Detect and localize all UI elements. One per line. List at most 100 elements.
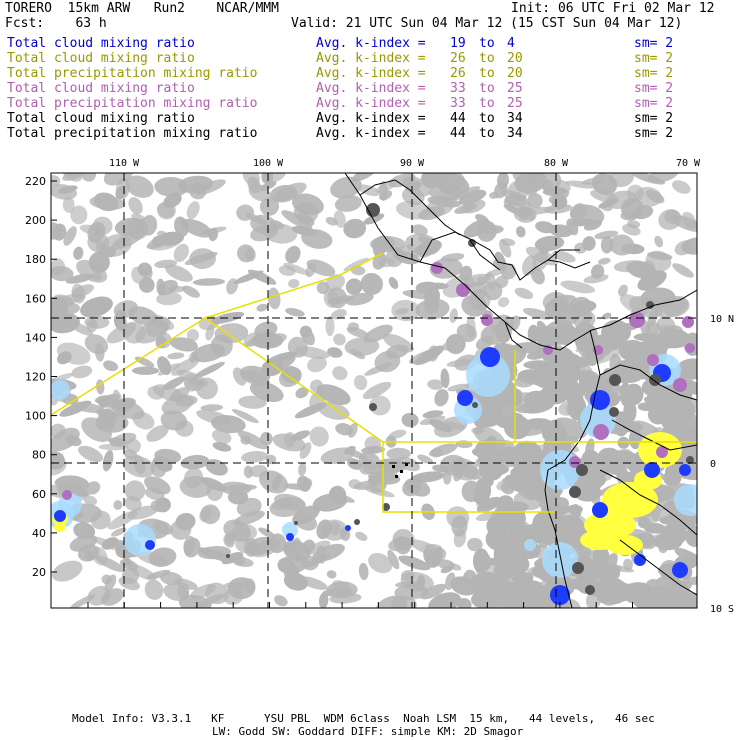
- cloud-blob: [307, 356, 327, 373]
- cloud-blob: [65, 435, 82, 447]
- cloud-blob: [622, 224, 641, 236]
- dark-core: [472, 402, 478, 408]
- cloud-blob: [156, 278, 166, 296]
- legend-smoothing: sm= 2: [634, 126, 674, 141]
- legend-smoothing: sm= 2: [634, 66, 674, 81]
- cloud-blob: [305, 262, 317, 278]
- cloud-blob: [501, 581, 528, 596]
- legend-to: to: [479, 126, 495, 141]
- cloud-blob: [295, 387, 309, 399]
- cloud-blob: [272, 474, 282, 491]
- cloud-blob: [81, 173, 97, 182]
- cloud-blob: [156, 202, 175, 219]
- purple-area: [62, 490, 72, 500]
- legend-to-value: 25: [507, 96, 523, 111]
- cloud-blob: [274, 595, 288, 607]
- purple-area: [673, 378, 687, 392]
- dark-core: [609, 374, 621, 386]
- cloud-blob: [331, 309, 347, 320]
- cloud-blob: [247, 176, 261, 194]
- cloud-blob: [184, 377, 205, 391]
- cloud-blob: [321, 519, 348, 541]
- cloud-blob: [467, 537, 483, 552]
- blue-area: [679, 464, 691, 476]
- cloud-blob: [368, 552, 393, 574]
- cloud-blob: [285, 245, 301, 264]
- legend-to: to: [479, 96, 495, 111]
- cloud-blob: [102, 450, 114, 472]
- cloud-blob: [286, 569, 301, 587]
- light-blue-area: [51, 380, 70, 400]
- legend-index-label: Avg. k-index =: [316, 96, 426, 111]
- cloud-blob: [364, 436, 381, 453]
- cloud-blob: [348, 479, 362, 490]
- cloud-blob: [355, 531, 368, 541]
- cloud-blob: [597, 447, 622, 470]
- cloud-blob: [272, 433, 306, 452]
- y-tick-label: 60: [32, 488, 46, 501]
- cloud-blob: [417, 454, 434, 465]
- cloud-blob: [527, 324, 540, 343]
- cloud-blob: [243, 465, 254, 479]
- legend-to: to: [479, 36, 495, 51]
- cloud-blob: [51, 451, 65, 470]
- light-blue-area: [124, 524, 156, 556]
- cloud-blob: [277, 557, 294, 574]
- cloud-blob: [619, 294, 650, 315]
- nested-domain-boundary: [51, 252, 384, 416]
- cloud-blob: [333, 210, 346, 228]
- cloud-blob: [165, 264, 193, 282]
- cloud-blob: [298, 462, 307, 477]
- cloud-blob: [499, 239, 512, 258]
- cloud-blob: [633, 332, 666, 342]
- cloud-blob: [244, 578, 256, 593]
- cloud-blob: [285, 307, 305, 317]
- cloud-blob: [258, 527, 276, 539]
- purple-area: [685, 343, 695, 353]
- y-tick-label: 140: [25, 331, 46, 344]
- cloud-blob: [294, 512, 318, 531]
- cloud-blob: [71, 484, 80, 492]
- cloud-blob: [55, 302, 80, 316]
- light-blue-area: [674, 484, 697, 516]
- cloud-blob: [620, 211, 638, 221]
- dark-core: [686, 456, 694, 464]
- cloud-blob: [362, 381, 392, 400]
- legend-to-value: 4: [507, 36, 515, 51]
- cloud-blob: [163, 583, 190, 602]
- cloud-blob: [244, 331, 273, 347]
- cloud-blob: [170, 519, 192, 540]
- cloud-blob: [357, 184, 381, 197]
- cloud-blob: [98, 443, 129, 451]
- cloud-blob: [524, 468, 544, 486]
- cloud-blob: [182, 285, 200, 298]
- legend-to: to: [479, 111, 495, 126]
- cloud-blob: [437, 559, 455, 570]
- yellow-area: [602, 482, 658, 518]
- legend-to-value: 34: [507, 126, 523, 141]
- cloud-blob: [540, 387, 558, 397]
- cloud-blob: [401, 412, 419, 428]
- cloud-blob: [211, 429, 232, 444]
- cloud-blob: [264, 223, 298, 244]
- cloud-blob: [86, 319, 98, 333]
- cloud-blob: [572, 322, 598, 349]
- cloud-blob: [143, 267, 153, 282]
- cloud-blob: [79, 224, 104, 236]
- light-blue-area: [282, 522, 298, 538]
- cloud-blob: [534, 235, 565, 252]
- y-tick-label: 120: [25, 371, 46, 384]
- cloud-blob: [183, 535, 196, 556]
- cloud-blob: [288, 278, 300, 289]
- cloud-blob: [71, 284, 94, 298]
- cloud-blob: [116, 310, 127, 317]
- cloud-blob: [379, 190, 393, 201]
- legend-from: 44: [450, 111, 466, 126]
- cloud-blob: [256, 303, 268, 312]
- cloud-blob: [188, 182, 207, 200]
- island: [400, 470, 403, 473]
- cloud-blob: [382, 333, 414, 353]
- cloud-blob: [73, 522, 96, 540]
- cloud-blob: [661, 416, 685, 425]
- legend-row: Total precipitation mixing ratio Avg. k-i…: [7, 66, 727, 81]
